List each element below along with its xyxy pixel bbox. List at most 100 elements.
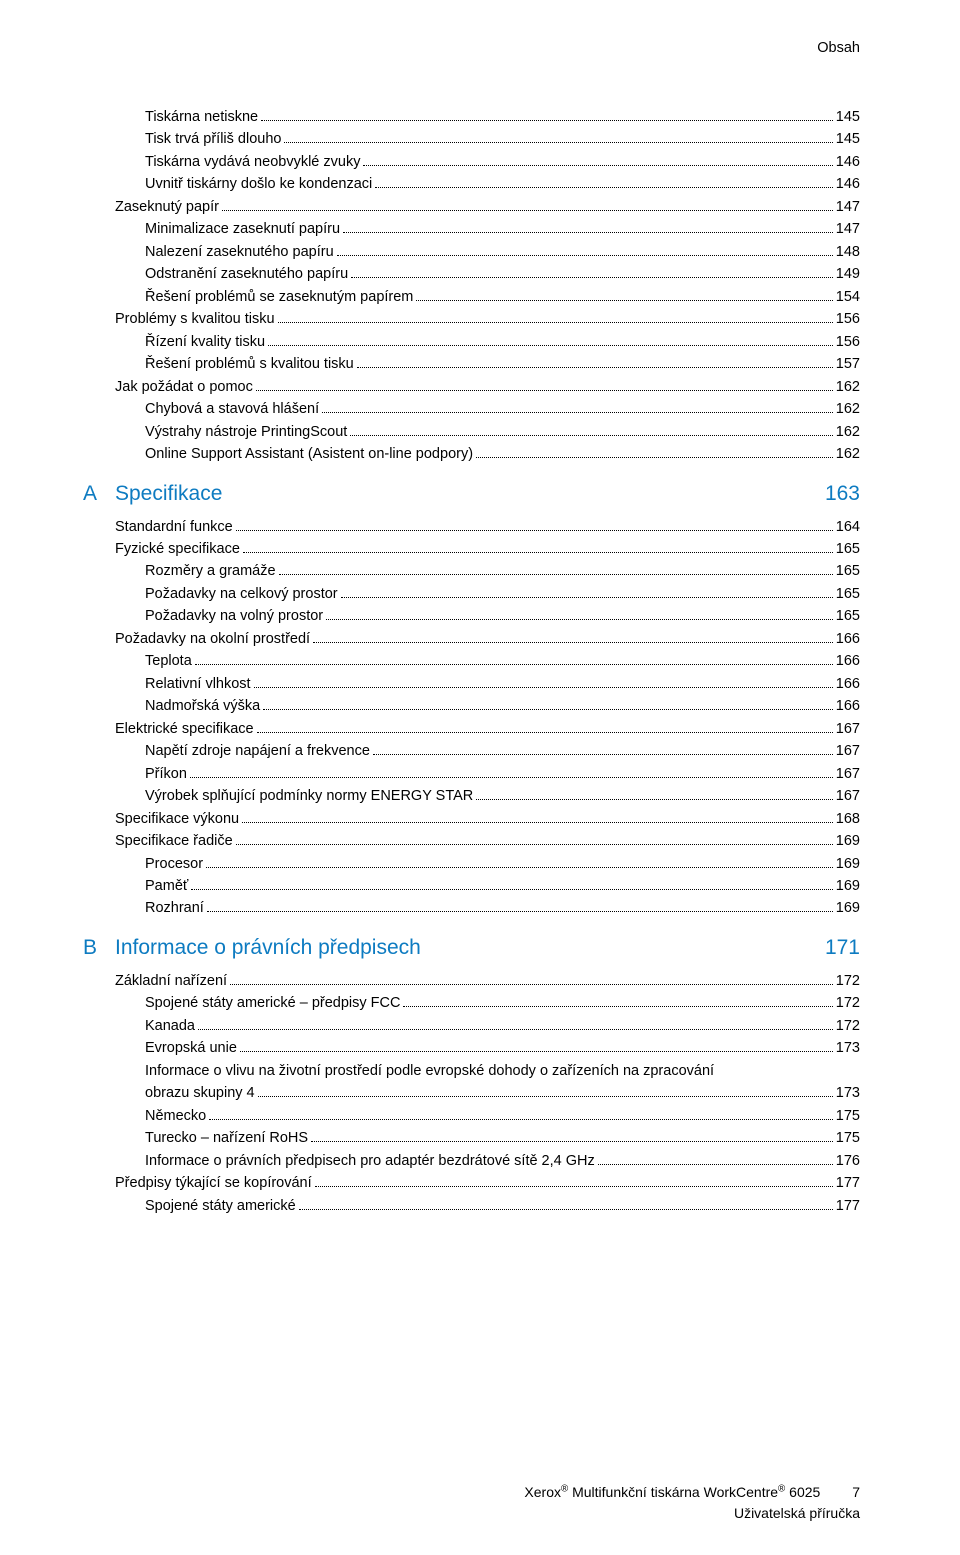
- toc-entry: obrazu skupiny 4 173: [115, 1082, 860, 1104]
- toc-entry-page: 146: [836, 173, 860, 195]
- toc-entry: Elektrické specifikace167: [115, 718, 860, 740]
- toc-entry-title: Řešení problémů s kvalitou tisku: [145, 353, 354, 375]
- toc-entry-title: Odstranění zaseknutého papíru: [145, 263, 348, 285]
- toc-entry: Německo 175: [115, 1105, 860, 1127]
- toc-leader-dots: [357, 367, 833, 368]
- footer-subtitle: Uživatelská příručka: [524, 1503, 860, 1523]
- toc-leader-dots: [209, 1119, 833, 1120]
- toc-entry-page: 148: [836, 241, 860, 263]
- toc-entry-page: 145: [836, 106, 860, 128]
- toc-entry-title: Evropská unie: [145, 1037, 237, 1059]
- toc-leader-dots: [476, 457, 833, 458]
- toc-leader-dots: [222, 210, 833, 211]
- toc-leader-dots: [191, 889, 832, 890]
- toc-entry: Jak požádat o pomoc162: [115, 376, 860, 398]
- toc-leader-dots: [230, 984, 833, 985]
- toc-entry-title: Německo: [145, 1105, 206, 1127]
- toc-entry-page: 166: [836, 650, 860, 672]
- toc-entry: Řízení kvality tisku156: [115, 331, 860, 353]
- toc-entry: Relativní vlhkost166: [115, 673, 860, 695]
- toc-leader-dots: [363, 165, 832, 166]
- toc-entry-title: Spojené státy americké: [145, 1195, 296, 1217]
- toc-leader-dots: [254, 687, 833, 688]
- toc-section-page: 163: [825, 482, 860, 506]
- toc-entry-page: 165: [836, 560, 860, 582]
- toc-leader-dots: [313, 642, 833, 643]
- toc-entry: Předpisy týkající se kopírování 177: [115, 1172, 860, 1194]
- toc-entry: Výstrahy nástroje PrintingScout162: [115, 421, 860, 443]
- toc-leader-dots: [263, 709, 833, 710]
- toc-entry-page: 156: [836, 308, 860, 330]
- toc-entry: Základní nařízení172: [115, 970, 860, 992]
- toc-entry-title: Uvnitř tiskárny došlo ke kondenzaci: [145, 173, 372, 195]
- toc-entry-title: Minimalizace zaseknutí papíru: [145, 218, 340, 240]
- toc-entry: Chybová a stavová hlášení 162: [115, 398, 860, 420]
- toc-entry: Požadavky na volný prostor165: [115, 605, 860, 627]
- toc-entry: Tisk trvá příliš dlouho145: [115, 128, 860, 150]
- toc-entry-page: 162: [836, 398, 860, 420]
- toc-leader-dots: [375, 187, 833, 188]
- toc-entry-title: Tiskárna netiskne: [145, 106, 258, 128]
- toc-entry-page: 162: [836, 443, 860, 465]
- toc-entry: Teplota166: [115, 650, 860, 672]
- toc-entry-title: Tiskárna vydává neobvyklé zvuky: [145, 151, 360, 173]
- toc-entry-page: 166: [836, 628, 860, 650]
- toc-entry-page: 177: [836, 1195, 860, 1217]
- toc-entry: Spojené státy americké – předpisy FCC172: [115, 992, 860, 1014]
- toc-entry-page: 176: [836, 1150, 860, 1172]
- toc-entry-page: 177: [836, 1172, 860, 1194]
- toc-entry: Požadavky na okolní prostředí166: [115, 628, 860, 650]
- toc-entry-title: Rozhraní: [145, 897, 204, 919]
- toc-entry-page: 167: [836, 785, 860, 807]
- toc-entry-title: Standardní funkce: [115, 516, 233, 538]
- footer-product-mid: Multifunkční tiskárna WorkCentre: [568, 1484, 778, 1500]
- toc-entry-title: Požadavky na celkový prostor: [145, 583, 338, 605]
- toc-section-letter: B: [83, 936, 115, 960]
- toc-entry-page: 173: [836, 1082, 860, 1104]
- footer-page-number: 7: [852, 1482, 860, 1502]
- toc-entry: Nalezení zaseknutého papíru148: [115, 241, 860, 263]
- toc-entry-title: Napětí zdroje napájení a frekvence: [145, 740, 370, 762]
- table-of-contents: Tiskárna netiskne 145Tisk trvá příliš dlo…: [115, 106, 860, 1217]
- toc-entry-title: Fyzické specifikace: [115, 538, 240, 560]
- toc-entry-page: 175: [836, 1105, 860, 1127]
- toc-entry-title: Kanada: [145, 1015, 195, 1037]
- toc-leader-dots: [207, 911, 833, 912]
- toc-entry-title: Informace o právních předpisech pro adap…: [145, 1150, 595, 1172]
- toc-entry: Rozměry a gramáže165: [115, 560, 860, 582]
- toc-entry-page: 154: [836, 286, 860, 308]
- toc-leader-dots: [236, 530, 833, 531]
- chapter-header: Obsah: [115, 40, 860, 56]
- toc-entry-page: 162: [836, 421, 860, 443]
- toc-entry-page: 145: [836, 128, 860, 150]
- toc-leader-dots: [243, 552, 833, 553]
- toc-entry-title: Chybová a stavová hlášení: [145, 398, 319, 420]
- toc-entry: Spojené státy americké 177: [115, 1195, 860, 1217]
- toc-entry-title: Problémy s kvalitou tisku: [115, 308, 275, 330]
- toc-entry-title: Procesor: [145, 853, 203, 875]
- footer-product-suffix: 6025: [785, 1484, 820, 1500]
- toc-entry-title: Nadmořská výška: [145, 695, 260, 717]
- toc-leader-dots: [341, 597, 833, 598]
- toc-entry-page: 149: [836, 263, 860, 285]
- toc-entry-page: 156: [836, 331, 860, 353]
- toc-entry-page: 147: [836, 218, 860, 240]
- toc-entry: Specifikace řadiče169: [115, 830, 860, 852]
- toc-entry-page: 166: [836, 695, 860, 717]
- toc-section-title: Specifikace: [115, 482, 825, 506]
- toc-entry-title: Předpisy týkající se kopírování: [115, 1172, 312, 1194]
- toc-entry: Odstranění zaseknutého papíru 149: [115, 263, 860, 285]
- toc-entry: Tiskárna vydává neobvyklé zvuky146: [115, 151, 860, 173]
- toc-section-heading: ASpecifikace163: [115, 482, 860, 506]
- toc-entry-page: 167: [836, 763, 860, 785]
- toc-entry: Specifikace výkonu168: [115, 808, 860, 830]
- toc-leader-dots: [195, 664, 833, 665]
- toc-entry: Tiskárna netiskne 145: [115, 106, 860, 128]
- toc-entry-page: 147: [836, 196, 860, 218]
- toc-leader-dots: [236, 844, 833, 845]
- toc-entry-title: obrazu skupiny 4: [145, 1082, 255, 1104]
- toc-entry: Paměť169: [115, 875, 860, 897]
- toc-entry: Požadavky na celkový prostor165: [115, 583, 860, 605]
- toc-leader-dots: [279, 574, 833, 575]
- toc-entry-page: 162: [836, 376, 860, 398]
